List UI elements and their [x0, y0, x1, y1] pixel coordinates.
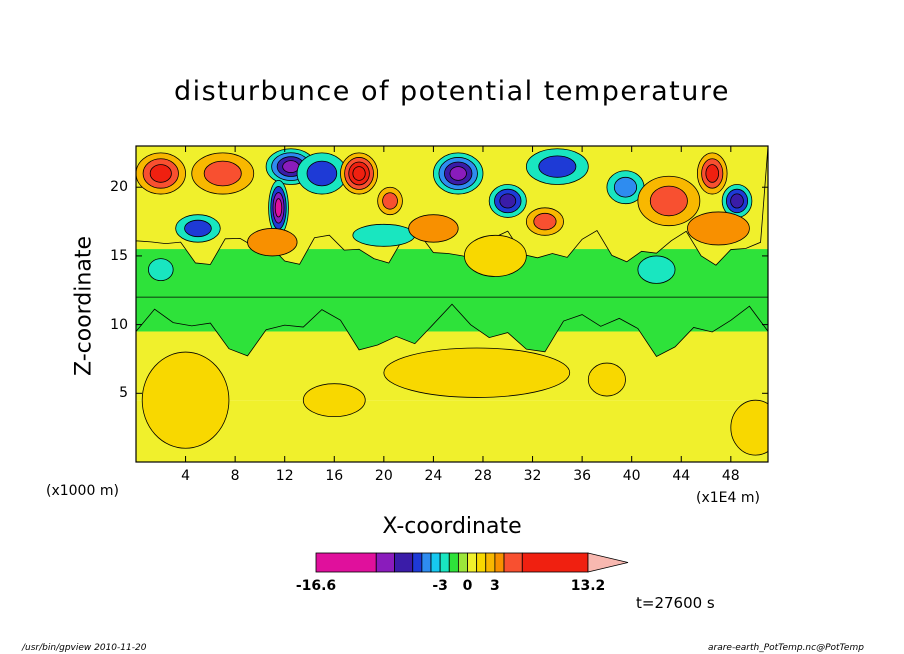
field-transition	[136, 296, 768, 357]
field-feature	[382, 192, 398, 210]
colorbar-cell	[521, 552, 589, 573]
field-feature	[463, 234, 527, 277]
x-unit-label-left: (x1000 m)	[46, 483, 119, 499]
field-feature	[649, 185, 688, 217]
colorbar-cell	[375, 552, 395, 573]
field-layer	[136, 146, 768, 462]
field-feature	[302, 383, 366, 418]
x-unit-label-right: (x1E4 m)	[696, 490, 760, 506]
x-tick-label: 8	[230, 468, 240, 484]
field-feature	[705, 164, 720, 183]
field-feature	[352, 223, 416, 247]
y-axis-label: Z-coordinate	[71, 236, 97, 376]
colorbar-cell	[485, 552, 496, 573]
field-feature	[306, 160, 338, 187]
field-feature	[587, 362, 626, 397]
y-tick-label: 20	[110, 179, 128, 196]
colorbar-cell	[503, 552, 523, 573]
colorbar-cell	[439, 552, 450, 573]
colorbar-extend-arrow	[587, 552, 629, 573]
colorbar-cell	[315, 552, 377, 573]
colorbar-tick-label: 3	[490, 578, 500, 594]
field-feature	[449, 166, 467, 181]
field-band	[136, 400, 768, 462]
colorbar-cell	[457, 552, 468, 573]
field-feature	[637, 255, 676, 284]
x-tick-label: 16	[325, 468, 344, 484]
x-tick-label: 24	[424, 468, 443, 484]
field-feature	[408, 214, 459, 243]
colorbar-tick-label: -3	[432, 578, 448, 594]
field-feature	[203, 160, 242, 187]
colorbar-cell	[421, 552, 432, 573]
colorbar-cell	[394, 552, 414, 573]
y-tick-label: 15	[110, 247, 128, 264]
colorbar-tick-label: 0	[462, 578, 473, 594]
x-tick-label: 12	[275, 468, 294, 484]
x-tick-label: 20	[374, 468, 393, 484]
field-feature	[149, 164, 172, 183]
colorbar-cell	[448, 552, 459, 573]
field-feature	[383, 347, 571, 398]
field-feature	[147, 258, 174, 282]
field-feature	[687, 211, 750, 246]
colorbar-cell	[494, 552, 505, 573]
colorbar-cell	[412, 552, 423, 573]
footer-source: arare-earth_PotTemp.nc@PotTemp	[708, 643, 864, 653]
x-tick-label: 40	[622, 468, 641, 484]
field-feature	[538, 155, 577, 178]
x-tick-label: 28	[474, 468, 492, 484]
x-tick-label: 4	[181, 468, 191, 484]
x-tick-label: 48	[721, 468, 740, 484]
plot-frame	[135, 145, 769, 463]
colorbar-tick-label: 13.2	[570, 578, 606, 594]
footer-command: /usr/bin/gpview 2010-11-20	[22, 643, 147, 653]
field-feature	[141, 351, 230, 449]
field-feature	[730, 193, 744, 209]
x-axis-label: X-coordinate	[382, 514, 522, 539]
colorbar	[315, 552, 629, 573]
colorbar-tick-label: -16.6	[295, 578, 337, 594]
field-feature	[499, 193, 517, 209]
field-feature	[274, 198, 283, 218]
field-feature	[282, 160, 300, 173]
x-tick-label: 36	[573, 468, 592, 484]
field-feature	[730, 399, 768, 456]
y-tick-label: 10	[110, 316, 128, 333]
colorbar-cell	[476, 552, 487, 573]
colorbar-cell	[467, 552, 478, 573]
time-label: t=27600 s	[636, 594, 715, 612]
field-feature	[184, 219, 212, 238]
y-tick-label: 5	[119, 385, 128, 402]
x-tick-label: 44	[672, 468, 691, 484]
colorbar-cell	[430, 552, 441, 573]
field-feature	[533, 212, 557, 231]
field-feature	[352, 166, 366, 181]
field-feature	[247, 228, 298, 257]
field-feature	[613, 176, 638, 198]
tick-layer	[136, 146, 768, 462]
x-tick-label: 32	[523, 468, 542, 484]
chart-title: disturbunce of potential temperature	[174, 76, 730, 107]
